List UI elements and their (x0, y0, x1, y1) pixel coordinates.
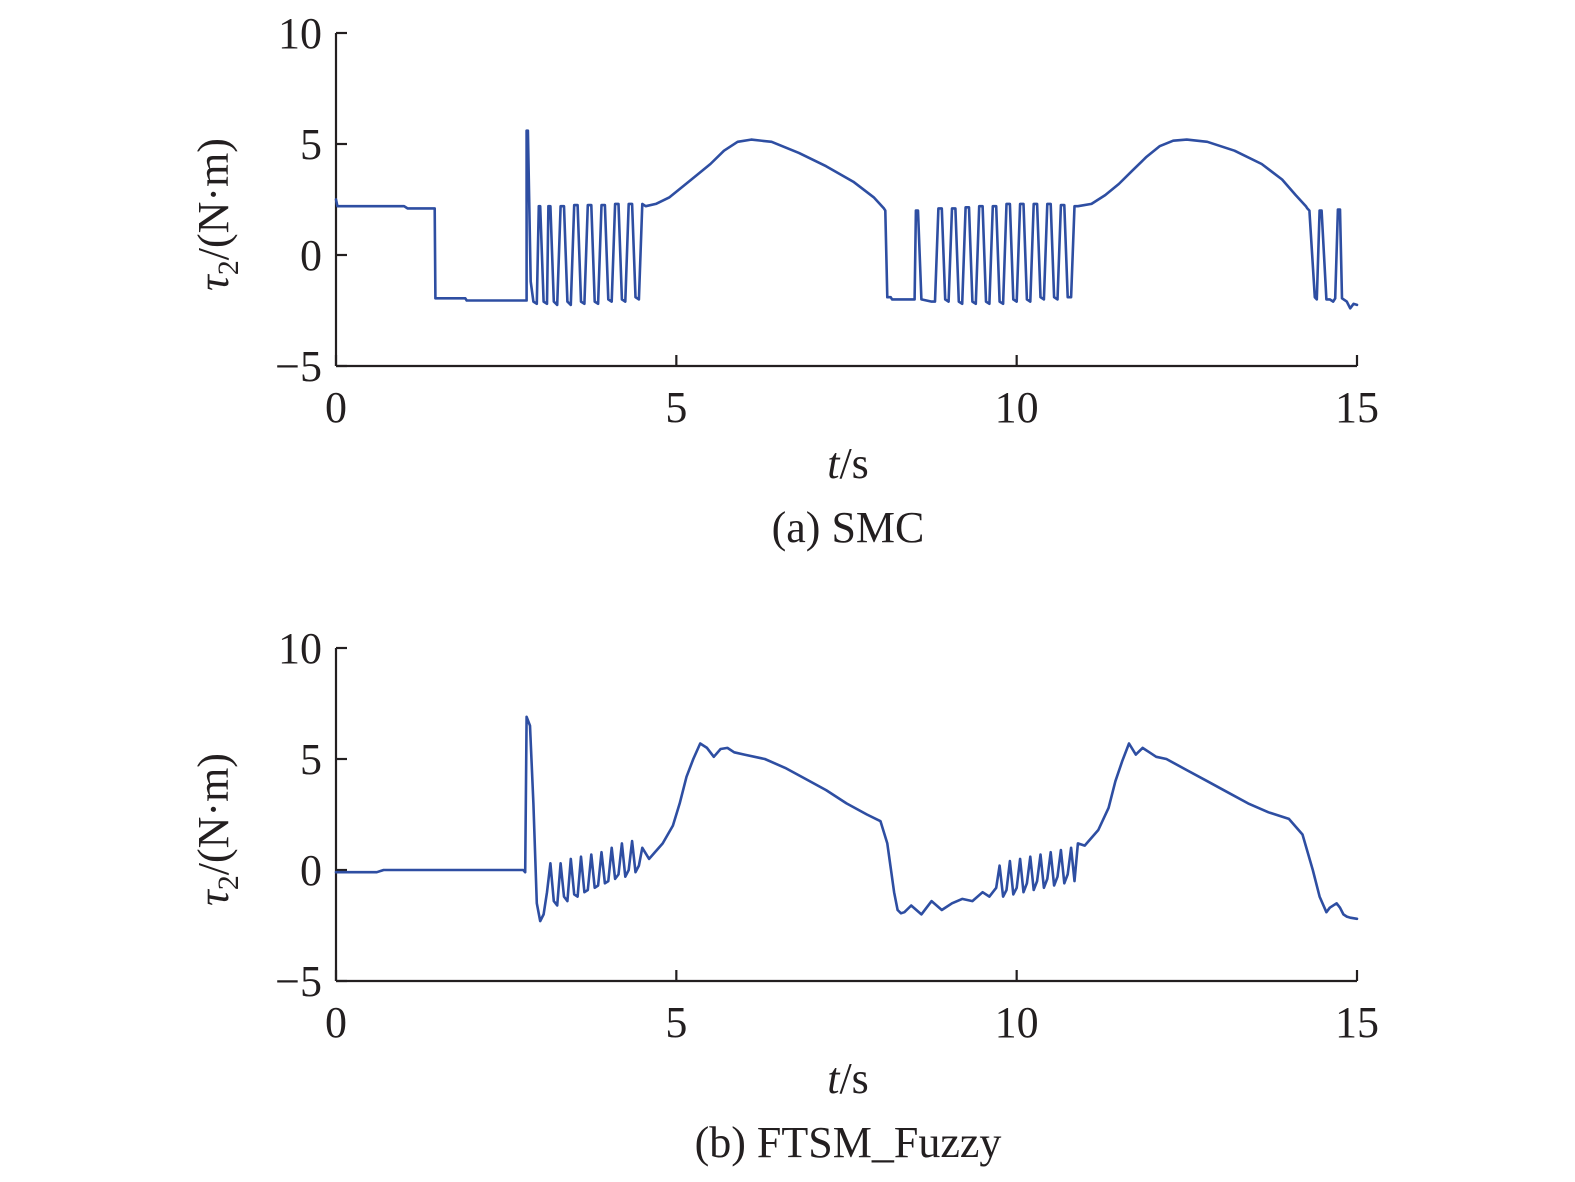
y-ticks: −5 0 5 10 (275, 9, 347, 391)
series-line (334, 129, 1359, 310)
y-tick-label: 0 (300, 231, 322, 280)
y-tick-label: 5 (300, 120, 322, 169)
chart-caption: (b) FTSM_Fuzzy (695, 1118, 1002, 1167)
y-tick-label: −5 (275, 957, 322, 1006)
x-axis-label: t/s (827, 439, 869, 488)
x-tick-label: 15 (1335, 998, 1379, 1047)
x-tick-label: 0 (325, 998, 347, 1047)
x-ticks: 0 5 10 15 (325, 355, 1379, 432)
y-ticks: −5 0 5 10 (275, 624, 347, 1006)
chart-caption: (a) SMC (772, 503, 925, 552)
y-axis-label: τ2/(N·m) (189, 753, 245, 906)
x-ticks: 0 5 10 15 (325, 970, 1379, 1047)
x-tick-label: 10 (995, 998, 1039, 1047)
y-tick-label: 0 (300, 846, 322, 895)
x-tick-label: 5 (665, 383, 687, 432)
y-tick-label: −5 (275, 342, 322, 391)
y-tick-label: 5 (300, 735, 322, 784)
series-line (334, 715, 1359, 923)
y-tick-label: 10 (278, 624, 322, 673)
x-tick-label: 5 (665, 998, 687, 1047)
y-axis-label: τ2/(N·m) (189, 138, 245, 291)
x-tick-label: 10 (995, 383, 1039, 432)
x-tick-label: 0 (325, 383, 347, 432)
x-axis-label: t/s (827, 1054, 869, 1103)
x-tick-label: 15 (1335, 383, 1379, 432)
y-tick-label: 10 (278, 9, 322, 58)
